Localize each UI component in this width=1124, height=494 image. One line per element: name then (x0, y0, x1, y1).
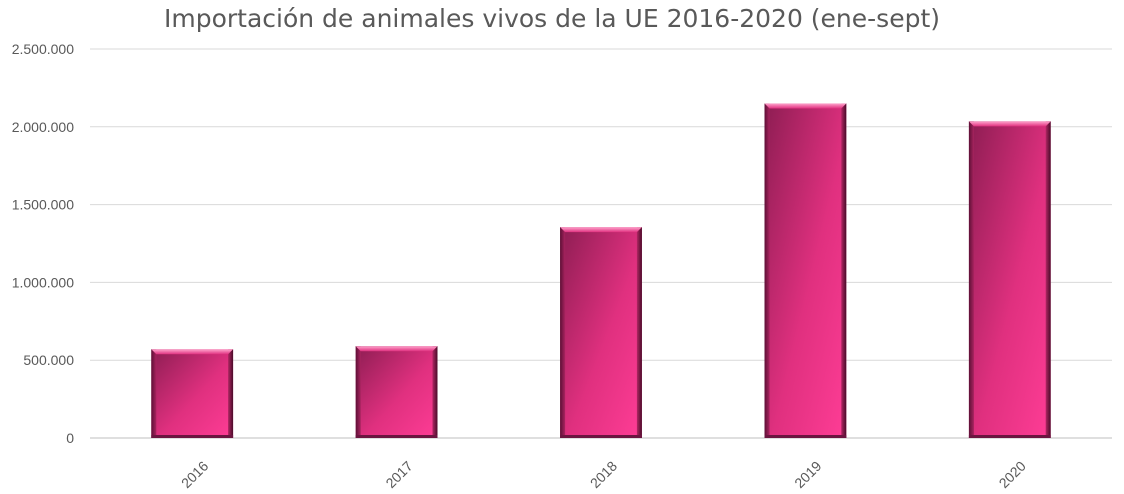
bar-right-edge (1045, 121, 1051, 438)
x-tick-label: 2018 (587, 458, 620, 491)
bar-left-edge (151, 349, 157, 438)
bar-left-edge (968, 121, 974, 438)
y-tick-label: 2.500.000 (12, 41, 74, 57)
y-tick-label: 2.000.000 (12, 119, 74, 135)
bar-2016 (151, 349, 234, 438)
bar-top-bevel (355, 346, 438, 352)
bar-top-bevel (560, 227, 642, 233)
bar-right-edge (228, 349, 234, 438)
x-tick-label: 2019 (791, 458, 824, 491)
x-tick-label: 2016 (178, 458, 211, 491)
bar-top-bevel (764, 103, 847, 109)
y-tick-label: 1.000.000 (12, 274, 74, 290)
bar-right-edge (841, 103, 847, 439)
y-tick-label: 500.000 (23, 352, 74, 368)
bar-top-bevel (968, 121, 1051, 127)
bar-left-edge (764, 103, 770, 439)
bar-bottom-edge (355, 435, 438, 438)
bar-bottom-edge (968, 435, 1051, 438)
bar-face (151, 349, 234, 438)
bar-left-edge (560, 227, 566, 438)
bar-right-edge (432, 346, 438, 438)
bar-bottom-edge (764, 435, 847, 438)
bar-bottom-edge (151, 435, 234, 438)
bar-right-edge (636, 227, 642, 438)
y-tick-label: 1.500.000 (12, 197, 74, 213)
x-tick-label: 2020 (996, 458, 1029, 491)
bar-2020 (968, 121, 1051, 438)
bar-face (764, 103, 847, 439)
bar-face (560, 227, 642, 438)
y-tick-label: 0 (66, 430, 74, 446)
bar-2019 (764, 103, 847, 439)
bar-2018 (560, 227, 642, 438)
bar-left-edge (355, 346, 361, 438)
x-tick-label: 2017 (382, 458, 415, 491)
bar-face (968, 121, 1051, 438)
bar-face (355, 346, 438, 438)
bar-bottom-edge (560, 435, 642, 438)
chart-title: Importación de animales vivos de la UE 2… (163, 4, 941, 33)
bar-2017 (355, 346, 438, 438)
bar-top-bevel (151, 349, 234, 355)
